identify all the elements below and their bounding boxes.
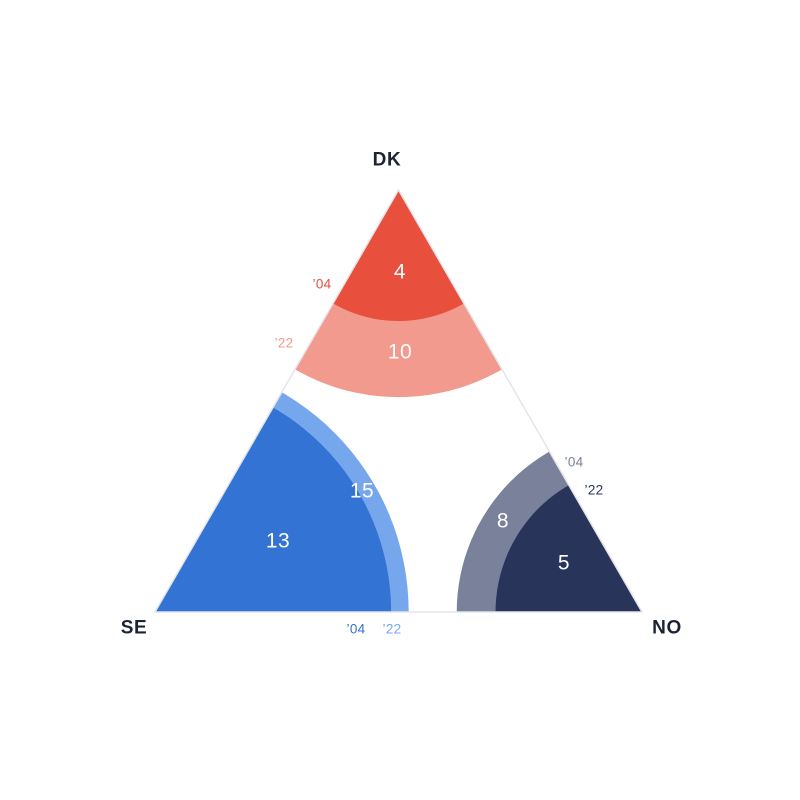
value-label-no-0: 8 bbox=[497, 510, 509, 533]
region-se-04 bbox=[155, 375, 392, 612]
value-label-se-0: 13 bbox=[266, 530, 290, 553]
year-label-se-1: ’22 bbox=[383, 622, 402, 637]
year-label-se-0: ’04 bbox=[347, 622, 366, 637]
corner-label-dk: DK bbox=[373, 150, 402, 171]
value-label-se-1: 15 bbox=[350, 480, 374, 503]
value-label-dk-0: 4 bbox=[394, 261, 406, 284]
triangle-outline bbox=[154, 189, 643, 613]
corner-label-no: NO bbox=[652, 618, 682, 639]
value-label-dk-1: 10 bbox=[388, 341, 412, 364]
corner-label-se: SE bbox=[121, 618, 148, 639]
value-label-no-1: 5 bbox=[558, 552, 570, 575]
year-label-dk-0: ’04 bbox=[313, 277, 332, 292]
year-label-no-0: ’04 bbox=[565, 455, 584, 470]
year-label-no-1: ’22 bbox=[585, 483, 604, 498]
year-label-dk-1: ’22 bbox=[275, 336, 294, 351]
